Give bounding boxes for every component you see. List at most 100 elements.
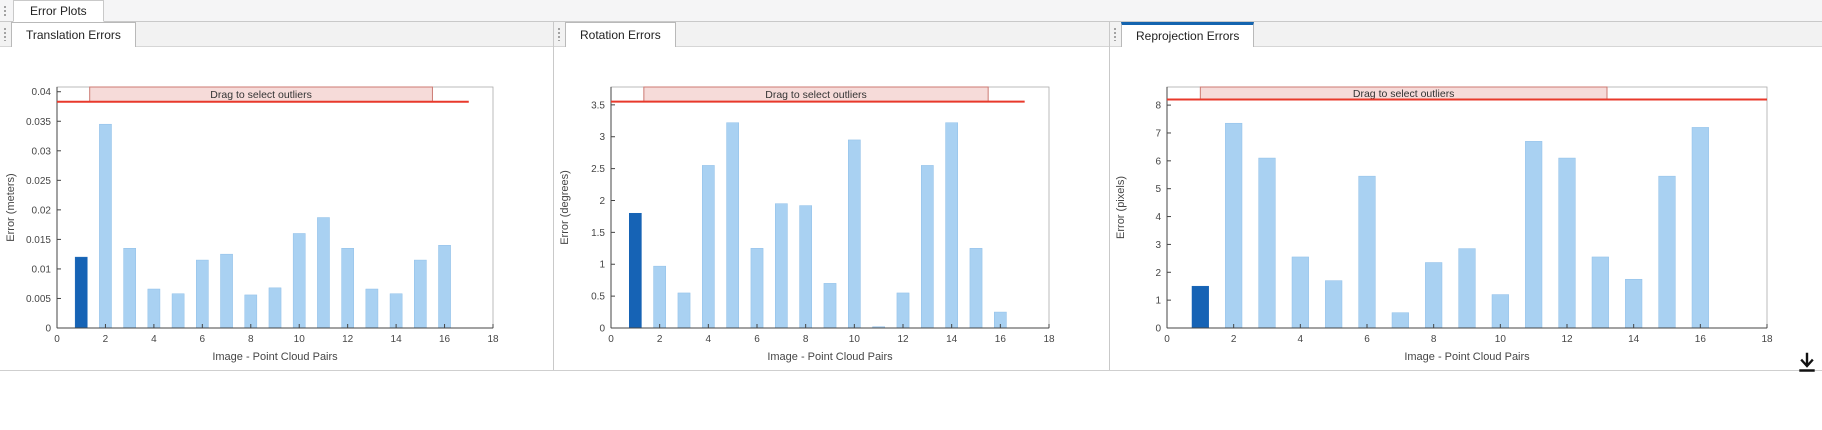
tab-error-plots[interactable]: Error Plots <box>13 0 104 22</box>
x-tick-label: 18 <box>1043 334 1055 345</box>
tab-reprojection-errors[interactable]: Reprojection Errors <box>1121 22 1255 47</box>
grip-dots-icon[interactable] <box>1112 27 1118 41</box>
error-bar[interactable] <box>244 294 258 329</box>
error-bar[interactable] <box>171 293 185 329</box>
error-bar[interactable] <box>1191 285 1209 329</box>
x-tick-label: 12 <box>1561 334 1573 345</box>
x-tick-label: 6 <box>754 334 760 345</box>
error-bar[interactable] <box>1225 122 1243 329</box>
y-tick-label: 7 <box>1155 128 1161 139</box>
x-tick-label: 14 <box>1628 334 1640 345</box>
error-bar[interactable] <box>196 259 209 329</box>
error-bar[interactable] <box>1258 157 1276 329</box>
x-tick-label: 0 <box>608 334 614 345</box>
error-bar[interactable] <box>1425 262 1443 329</box>
error-bar[interactable] <box>1358 175 1376 329</box>
x-tick-label: 14 <box>391 334 403 345</box>
x-axis-label: Image - Point Cloud Pairs <box>212 351 338 363</box>
y-tick-label: 1 <box>1155 296 1161 307</box>
error-bar[interactable] <box>123 248 136 329</box>
y-tick-label: 0.01 <box>32 264 52 275</box>
error-bar[interactable] <box>220 253 233 329</box>
x-tick-label: 18 <box>1761 334 1773 345</box>
x-tick-label: 10 <box>849 334 861 345</box>
x-tick-label: 4 <box>1298 334 1304 345</box>
translation-errors-chart[interactable]: 0 2 4 6 8 10 12 14 16 18 0 0.005 0.01 0.015 0.02 0.025 0… <box>0 47 553 370</box>
outlier-band-label: Drag to select outliers <box>1353 88 1455 100</box>
grip-dots-icon[interactable] <box>556 27 562 41</box>
error-bar[interactable] <box>147 288 161 329</box>
y-tick-label: 1.5 <box>591 228 605 239</box>
dock-arrow-icon[interactable] <box>1795 351 1819 377</box>
x-tick-label: 0 <box>1164 334 1170 345</box>
tab-translation-errors[interactable]: Translation Errors <box>11 22 136 47</box>
error-bar[interactable] <box>775 203 788 329</box>
error-bar[interactable] <box>750 248 764 329</box>
error-bar[interactable] <box>921 165 934 329</box>
tab-rotation-errors[interactable]: Rotation Errors <box>565 22 676 47</box>
y-tick-label: 0.015 <box>26 235 51 246</box>
y-tick-label: 3 <box>599 132 605 143</box>
error-bar[interactable] <box>702 165 715 329</box>
x-tick-label: 18 <box>487 334 499 345</box>
error-bar[interactable] <box>1558 157 1576 329</box>
error-bar[interactable] <box>1525 141 1543 329</box>
error-bar[interactable] <box>896 292 910 329</box>
x-tick-label: 2 <box>1231 334 1237 345</box>
y-axis-label: Error (degrees) <box>559 170 571 245</box>
error-bar[interactable] <box>1391 312 1409 329</box>
y-tick-label: 2 <box>1155 268 1161 279</box>
y-tick-label: 0.02 <box>32 205 52 216</box>
error-bar[interactable] <box>1491 294 1509 329</box>
panels-row: Translation Errors 0 2 4 6 8 10 12 14 16 18 0 0.005… <box>0 22 1822 371</box>
error-bar[interactable] <box>268 287 282 329</box>
error-bar[interactable] <box>1625 278 1643 329</box>
y-tick-label: 0.04 <box>32 87 52 98</box>
x-tick-label: 6 <box>1364 334 1370 345</box>
tab-rotation-errors-label: Rotation Errors <box>580 28 661 42</box>
error-bar[interactable] <box>414 259 427 329</box>
panel-reprojection-errors: Reprojection Errors 0 2 4 6 8 10 12 14 16 18 0 1 2 3 4… <box>1109 22 1822 370</box>
outlier-band-label: Drag to select outliers <box>765 89 867 101</box>
error-bar[interactable] <box>799 205 812 329</box>
error-bar[interactable] <box>74 256 88 329</box>
error-bar[interactable] <box>969 248 983 329</box>
error-bar[interactable] <box>292 233 306 329</box>
x-tick-label: 16 <box>439 334 451 345</box>
rotation-errors-chart[interactable]: 0 2 4 6 8 10 12 14 16 18 0 0.5 1 1.5 2 2.5 3 3.5 Drag to s… <box>554 47 1109 370</box>
error-bar[interactable] <box>317 217 330 329</box>
reprojection-panel-tab-bar: Reprojection Errors <box>1110 22 1822 47</box>
x-tick-label: 0 <box>54 334 60 345</box>
error-bar[interactable] <box>1658 175 1676 329</box>
error-bar[interactable] <box>848 139 861 329</box>
error-bar[interactable] <box>1291 256 1309 329</box>
error-bar[interactable] <box>365 288 379 329</box>
error-bar[interactable] <box>653 265 667 329</box>
x-tick-label: 12 <box>897 334 909 345</box>
grip-dots-icon[interactable] <box>2 5 8 16</box>
error-bar[interactable] <box>389 293 403 329</box>
y-tick-label: 2.5 <box>591 164 605 175</box>
y-tick-label: 2 <box>599 196 605 207</box>
y-tick-label: 0 <box>599 324 605 335</box>
error-bar[interactable] <box>1591 256 1609 329</box>
x-tick-label: 14 <box>946 334 958 345</box>
error-bar[interactable] <box>341 248 354 329</box>
error-bar[interactable] <box>945 122 959 329</box>
error-bar[interactable] <box>438 245 451 329</box>
document-tab-bar: Error Plots <box>0 0 1822 22</box>
grip-dots-icon[interactable] <box>2 27 8 41</box>
error-bar[interactable] <box>99 123 112 329</box>
x-axis-label: Image - Point Cloud Pairs <box>767 351 893 363</box>
y-tick-label: 3 <box>1155 240 1161 251</box>
error-bar[interactable] <box>726 122 739 329</box>
error-bar[interactable] <box>1458 248 1476 329</box>
error-bar[interactable] <box>1691 127 1709 329</box>
error-bar[interactable] <box>823 283 837 329</box>
x-tick-label: 8 <box>1431 334 1437 345</box>
error-bar[interactable] <box>677 292 691 329</box>
error-bar[interactable] <box>629 212 642 329</box>
error-bar[interactable] <box>1325 280 1343 329</box>
rotation-panel-tab-bar: Rotation Errors <box>554 22 1109 47</box>
